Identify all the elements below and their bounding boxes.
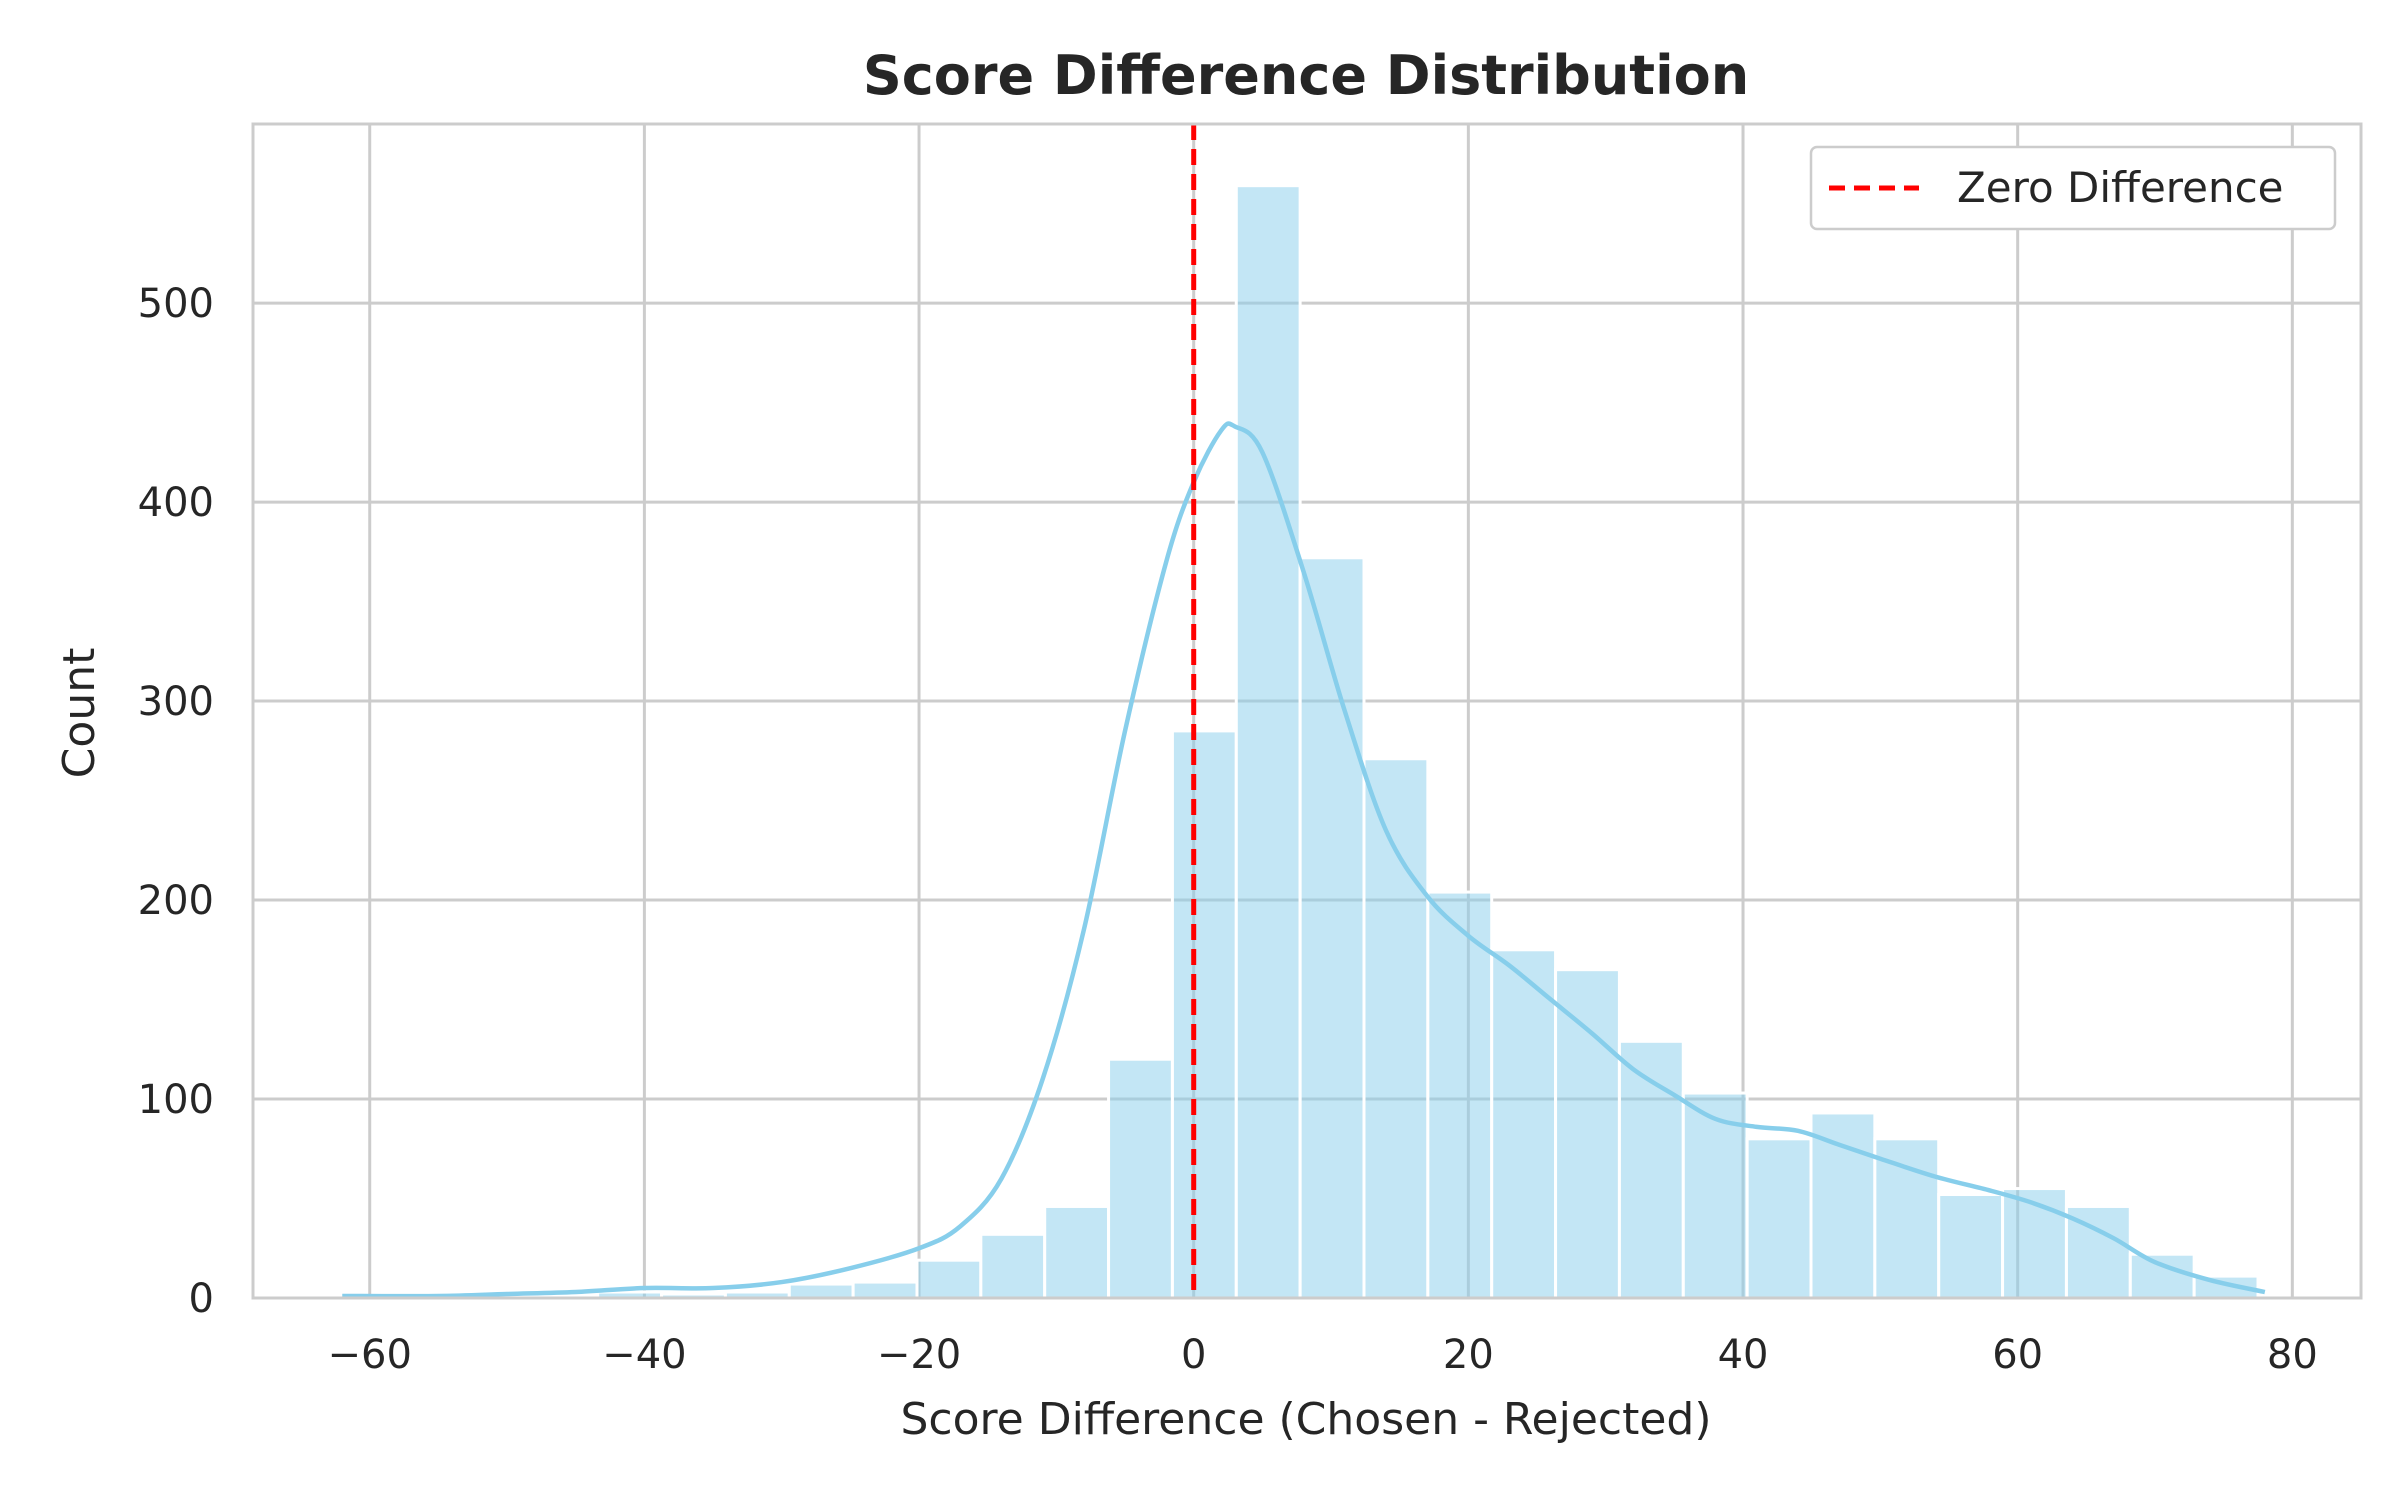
x-tick-label: −60 <box>328 1332 412 1378</box>
kde-curve-group <box>342 421 2266 1299</box>
legend-label-zero-difference: Zero Difference <box>1957 163 2284 212</box>
plot-frame <box>251 122 2363 1300</box>
histogram-bar <box>851 1280 919 1300</box>
histogram-bar <box>1681 1091 1749 1300</box>
histogram-bar <box>1937 1193 2005 1300</box>
histogram-bars <box>340 184 2260 1300</box>
x-axis-ticks: −60 −40 −20 0 20 40 60 80 <box>328 1332 2318 1378</box>
histogram-bar <box>979 1232 1047 1300</box>
x-tick-label: 40 <box>1718 1332 1769 1378</box>
histogram-bar <box>1554 968 1621 1300</box>
y-axis-label: Count <box>54 648 105 779</box>
y-tick-label: 300 <box>138 679 214 725</box>
y-axis-ticks: 0 100 200 300 400 500 <box>138 281 214 1322</box>
y-tick-label: 200 <box>138 878 214 924</box>
kde-curve <box>342 421 2266 1299</box>
histogram-bar <box>1490 948 1558 1300</box>
x-tick-label: −40 <box>602 1332 686 1378</box>
histogram-bar <box>1873 1137 1941 1300</box>
x-tick-label: −20 <box>877 1332 961 1378</box>
histogram-bar <box>915 1258 983 1300</box>
legend: Zero Difference <box>1809 145 2337 231</box>
histogram-bar <box>1426 890 1494 1300</box>
chart-title: Score Difference Distribution <box>863 44 1749 107</box>
y-tick-label: 400 <box>138 480 214 526</box>
histogram-bar <box>1617 1039 1685 1300</box>
histogram-bar <box>1362 757 1430 1300</box>
y-tick-label: 500 <box>138 281 214 327</box>
y-tick-label: 100 <box>138 1077 214 1123</box>
histogram-bar <box>2128 1252 2196 1300</box>
x-tick-label: 80 <box>2267 1332 2318 1378</box>
x-tick-label: 20 <box>1443 1332 1494 1378</box>
histogram-bar <box>1745 1137 1813 1300</box>
histogram-bar <box>1234 184 1302 1300</box>
histogram-bar <box>787 1282 855 1300</box>
histogram-bar <box>1170 729 1238 1300</box>
y-tick-label: 0 <box>189 1276 214 1322</box>
legend-box <box>1809 145 2337 231</box>
x-axis-label: Score Difference (Chosen - Rejected) <box>900 1394 1711 1445</box>
histogram-bar <box>1809 1111 1877 1300</box>
histogram-bar <box>2001 1187 2068 1300</box>
histogram-bar <box>1107 1057 1174 1300</box>
x-tick-label: 60 <box>1992 1332 2043 1378</box>
histogram-bar <box>1043 1204 1111 1300</box>
x-tick-label: 0 <box>1181 1332 1206 1378</box>
